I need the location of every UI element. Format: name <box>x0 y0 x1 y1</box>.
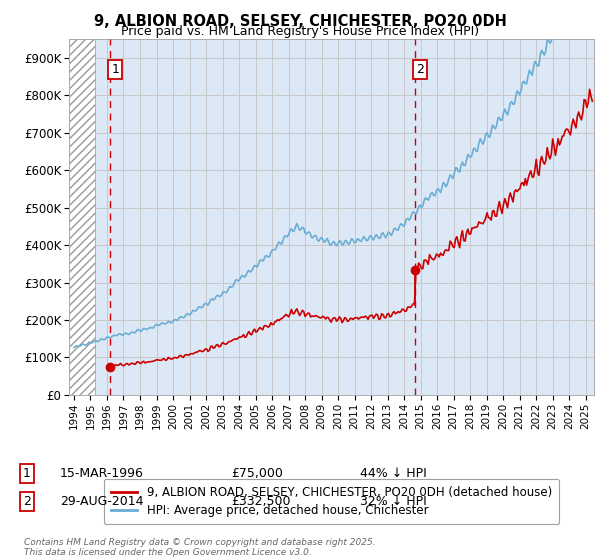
Text: 44% ↓ HPI: 44% ↓ HPI <box>360 466 427 480</box>
Bar <box>69 39 95 395</box>
Text: 15-MAR-1996: 15-MAR-1996 <box>60 466 144 480</box>
Text: £75,000: £75,000 <box>231 466 283 480</box>
Text: 9, ALBION ROAD, SELSEY, CHICHESTER, PO20 0DH: 9, ALBION ROAD, SELSEY, CHICHESTER, PO20… <box>94 14 506 29</box>
Text: £332,500: £332,500 <box>231 494 290 508</box>
Text: 1: 1 <box>23 466 31 480</box>
Text: 29-AUG-2014: 29-AUG-2014 <box>60 494 143 508</box>
Legend: 9, ALBION ROAD, SELSEY, CHICHESTER, PO20 0DH (detached house), HPI: Average pric: 9, ALBION ROAD, SELSEY, CHICHESTER, PO20… <box>104 479 559 524</box>
Text: 2: 2 <box>23 494 31 508</box>
Text: Contains HM Land Registry data © Crown copyright and database right 2025.
This d: Contains HM Land Registry data © Crown c… <box>24 538 376 557</box>
Text: Price paid vs. HM Land Registry's House Price Index (HPI): Price paid vs. HM Land Registry's House … <box>121 25 479 38</box>
Text: 1: 1 <box>112 63 119 76</box>
Text: 2: 2 <box>416 63 424 76</box>
Text: 32% ↓ HPI: 32% ↓ HPI <box>360 494 427 508</box>
